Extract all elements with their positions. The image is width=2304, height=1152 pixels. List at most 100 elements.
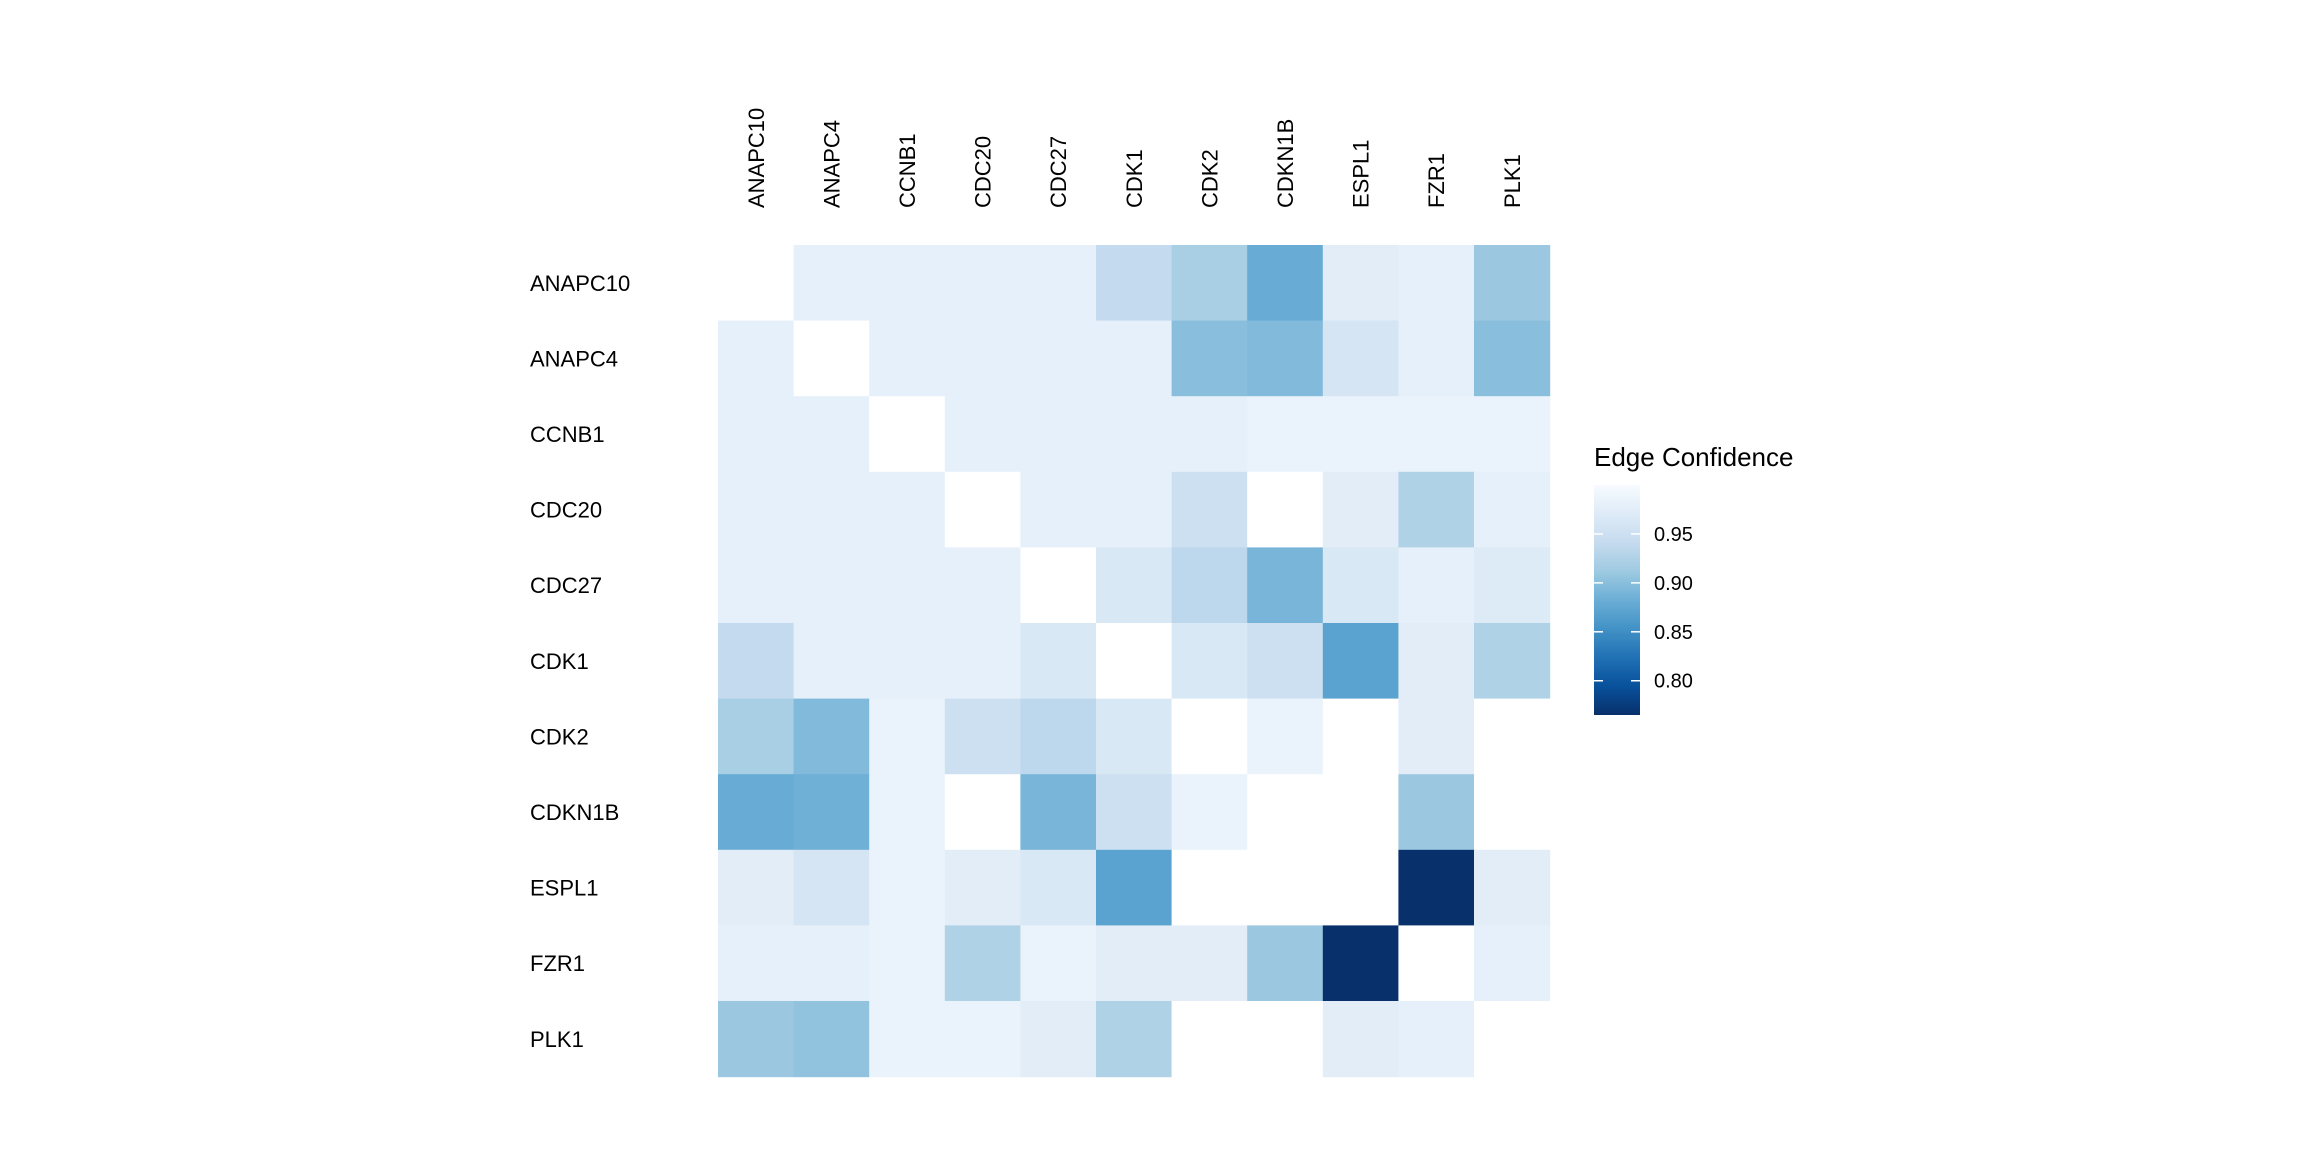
heatmap-cell-anapc10-cdk1	[1096, 245, 1173, 322]
heatmap-cell-plk1-cdc27	[1020, 1001, 1097, 1078]
heatmap-cell-fzr1-espl1	[1322, 925, 1399, 1002]
heatmap-cell-fzr1-cdc20	[944, 925, 1021, 1002]
heatmap-cell-cdk1-anapc10	[718, 623, 795, 700]
heatmap-cell-anapc4-espl1	[1322, 320, 1399, 397]
heatmap-cell-cdkn1b-plk1	[1474, 774, 1551, 851]
heatmap-cell-cdc27-cdc27	[1020, 547, 1097, 624]
heatmap-cell-anapc10-anapc10	[718, 245, 795, 322]
heatmap-cell-anapc4-cdkn1b	[1247, 320, 1324, 397]
heatmap-cell-fzr1-fzr1	[1398, 925, 1475, 1002]
heatmap-cell-anapc4-ccnb1	[869, 320, 946, 397]
row-label: CDC27	[530, 573, 602, 598]
heatmap-cell-cdkn1b-anapc4	[793, 774, 870, 851]
heatmap-cell-ccnb1-cdc27	[1020, 396, 1097, 473]
heatmap-cell-cdc20-cdkn1b	[1247, 471, 1324, 548]
heatmap-cell-cdk2-cdk1	[1096, 698, 1173, 775]
heatmap-cell-cdc20-anapc4	[793, 471, 870, 548]
row-label: CDK1	[530, 649, 589, 674]
heatmap-cell-cdkn1b-cdk1	[1096, 774, 1173, 851]
heatmap-cell-anapc4-anapc10	[718, 320, 795, 397]
row-label: FZR1	[530, 951, 585, 976]
heatmap-cell-anapc10-cdc20	[944, 245, 1021, 322]
heatmap-cell-cdc20-cdk2	[1171, 471, 1248, 548]
heatmap-cell-cdc20-plk1	[1474, 471, 1551, 548]
heatmap-cell-cdc27-espl1	[1322, 547, 1399, 624]
heatmap-cell-espl1-ccnb1	[869, 849, 946, 926]
row-label: CCNB1	[530, 422, 605, 447]
heatmap-cell-ccnb1-cdk1	[1096, 396, 1173, 473]
heatmap-cell-ccnb1-ccnb1	[869, 396, 946, 473]
colorbar-title: Edge Confidence	[1594, 442, 1793, 472]
heatmap-cell-espl1-espl1	[1322, 849, 1399, 926]
heatmap-cell-cdk2-fzr1	[1398, 698, 1475, 775]
heatmap-cell-plk1-cdk1	[1096, 1001, 1173, 1078]
heatmap-cell-espl1-cdkn1b	[1247, 849, 1324, 926]
heatmap-cell-plk1-cdkn1b	[1247, 1001, 1324, 1078]
heatmap-cell-fzr1-plk1	[1474, 925, 1551, 1002]
heatmap-cell-espl1-anapc4	[793, 849, 870, 926]
heatmap-cell-cdk1-espl1	[1322, 623, 1399, 700]
column-label: ANAPC4	[819, 120, 844, 208]
heatmap-cell-espl1-plk1	[1474, 849, 1551, 926]
heatmap-cell-ccnb1-anapc10	[718, 396, 795, 473]
heatmap-cell-cdc27-ccnb1	[869, 547, 946, 624]
heatmap-cell-anapc10-plk1	[1474, 245, 1551, 322]
heatmap-cell-cdk1-fzr1	[1398, 623, 1475, 700]
heatmap-cell-anapc10-espl1	[1322, 245, 1399, 322]
heatmap-cell-anapc4-cdc20	[944, 320, 1021, 397]
heatmap-cell-cdc20-cdk1	[1096, 471, 1173, 548]
heatmap-cell-anapc4-anapc4	[793, 320, 870, 397]
heatmap-cell-anapc4-cdk2	[1171, 320, 1248, 397]
heatmap-cell-ccnb1-fzr1	[1398, 396, 1475, 473]
heatmap-cell-cdc27-cdc20	[944, 547, 1021, 624]
heatmap-cell-cdkn1b-cdkn1b	[1247, 774, 1324, 851]
heatmap-cell-cdk1-anapc4	[793, 623, 870, 700]
heatmap-cell-anapc10-cdkn1b	[1247, 245, 1324, 322]
heatmap-cell-fzr1-cdk1	[1096, 925, 1173, 1002]
heatmap-cell-cdc27-anapc10	[718, 547, 795, 624]
heatmap-cell-plk1-plk1	[1474, 1001, 1551, 1078]
heatmap-cell-cdk1-ccnb1	[869, 623, 946, 700]
heatmap-cell-cdkn1b-ccnb1	[869, 774, 946, 851]
heatmap-cell-cdkn1b-fzr1	[1398, 774, 1475, 851]
heatmap-cell-cdkn1b-anapc10	[718, 774, 795, 851]
heatmap-cell-fzr1-cdc27	[1020, 925, 1097, 1002]
heatmap-cell-cdk1-cdk1	[1096, 623, 1173, 700]
heatmap-cell-cdkn1b-cdc20	[944, 774, 1021, 851]
heatmap-cell-anapc4-plk1	[1474, 320, 1551, 397]
heatmap-cell-cdk2-cdc27	[1020, 698, 1097, 775]
column-label: CDK2	[1197, 149, 1222, 208]
column-label: CDK1	[1122, 149, 1147, 208]
heatmap-cell-cdkn1b-cdk2	[1171, 774, 1248, 851]
heatmap-cell-cdc27-cdkn1b	[1247, 547, 1324, 624]
heatmap-cell-anapc10-cdc27	[1020, 245, 1097, 322]
heatmap-cell-plk1-anapc10	[718, 1001, 795, 1078]
heatmap-cell-plk1-cdc20	[944, 1001, 1021, 1078]
heatmap-cell-cdk2-anapc10	[718, 698, 795, 775]
heatmap-cell-plk1-anapc4	[793, 1001, 870, 1078]
heatmap-cell-cdk1-cdc27	[1020, 623, 1097, 700]
heatmap-cell-ccnb1-cdc20	[944, 396, 1021, 473]
heatmap-cell-cdk2-plk1	[1474, 698, 1551, 775]
heatmap-cell-cdc20-espl1	[1322, 471, 1399, 548]
heatmap-cell-cdk2-cdc20	[944, 698, 1021, 775]
heatmap-cell-cdk1-cdk2	[1171, 623, 1248, 700]
heatmap-cell-cdc20-fzr1	[1398, 471, 1475, 548]
column-label: ESPL1	[1349, 140, 1374, 209]
heatmap-cell-cdc20-cdc20	[944, 471, 1021, 548]
colorbar-tick-label: 0.90	[1654, 573, 1693, 595]
heatmap-cell-cdkn1b-cdc27	[1020, 774, 1097, 851]
heatmap-cell-anapc10-anapc4	[793, 245, 870, 322]
row-label: CDK2	[530, 724, 589, 749]
heatmap-cells	[718, 245, 1551, 1078]
row-label: PLK1	[530, 1027, 584, 1052]
heatmap-cell-plk1-ccnb1	[869, 1001, 946, 1078]
heatmap-cell-cdc27-cdk2	[1171, 547, 1248, 624]
heatmap-cell-cdk2-ccnb1	[869, 698, 946, 775]
column-label: CDC20	[971, 136, 996, 208]
heatmap-cell-fzr1-ccnb1	[869, 925, 946, 1002]
heatmap-cell-anapc10-fzr1	[1398, 245, 1475, 322]
heatmap-cell-cdc27-cdk1	[1096, 547, 1173, 624]
heatmap-cell-espl1-fzr1	[1398, 849, 1475, 926]
